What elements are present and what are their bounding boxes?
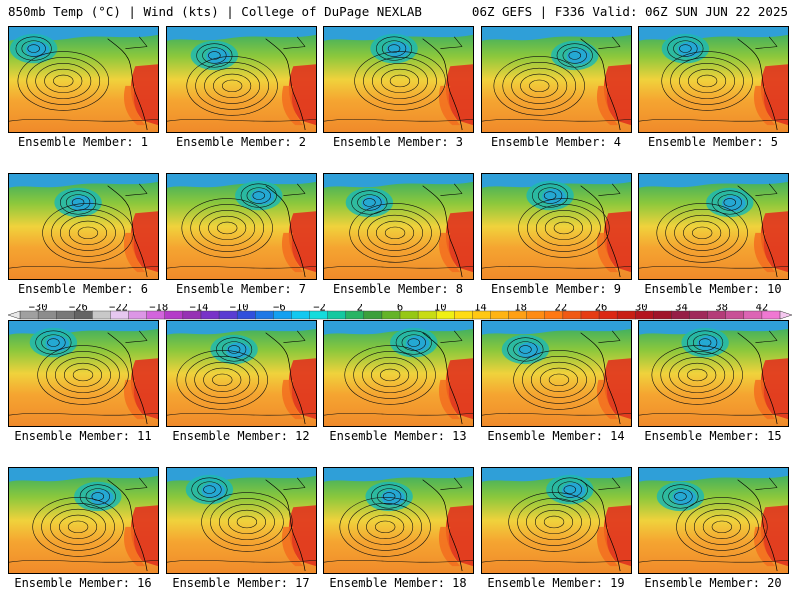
ensemble-member-label: Ensemble Member: 13: [329, 429, 467, 443]
ensemble-member-map: [8, 26, 159, 133]
colorbar-swatch: [291, 310, 311, 320]
colorbar-swatch: [725, 310, 745, 320]
colorbar-tick-label: −18: [149, 304, 168, 314]
ensemble-member-map: [638, 173, 789, 280]
colorbar-swatch: [255, 310, 274, 320]
colorbar-tick-label: −26: [69, 304, 88, 314]
ensemble-member-map: [323, 320, 474, 427]
ensemble-member-label: Ensemble Member: 7: [175, 282, 307, 296]
ensemble-member-label: Ensemble Member: 5: [647, 135, 779, 149]
colorbar-tick-label: −6: [273, 304, 286, 314]
ensemble-member-map: [638, 467, 789, 574]
colorbar-tick-label: −10: [230, 304, 249, 314]
ensemble-member-map: [323, 173, 474, 280]
ensemble-member-map: [481, 467, 632, 574]
ensemble-member-label: Ensemble Member: 4: [490, 135, 622, 149]
ensemble-member-label: Ensemble Member: 6: [17, 282, 149, 296]
ensemble-member-label: Ensemble Member: 2: [175, 135, 307, 149]
ensemble-member-map: [166, 467, 317, 574]
ensemble-member-map: [323, 467, 474, 574]
ensemble-member-label: Ensemble Member: 12: [172, 429, 310, 443]
colorbar-tick-label: 10: [434, 304, 447, 314]
ensemble-member-map: [638, 26, 789, 133]
run-valid-time: 06Z GEFS | F336 Valid: 06Z SUN JUN 22 20…: [471, 4, 788, 19]
colorbar-swatch: [92, 310, 111, 320]
ensemble-member-label: Ensemble Member: 9: [490, 282, 622, 296]
ensemble-member-label: Ensemble Member: 10: [644, 282, 782, 296]
ensemble-member-label: Ensemble Member: 18: [329, 576, 467, 590]
colorbar-tick-label: 26: [595, 304, 608, 314]
colorbar-tick-label: −30: [29, 304, 48, 314]
ensemble-member-map: [481, 173, 632, 280]
colorbar-tick-label: 22: [555, 304, 568, 314]
colorbar-tick-label: 30: [635, 304, 648, 314]
ensemble-member-map: [166, 173, 317, 280]
colorbar-right-arrow: [779, 310, 793, 320]
ensemble-member-map: [481, 320, 632, 427]
colorbar-left-arrow: [7, 310, 21, 320]
ensemble-member-map: [323, 26, 474, 133]
map-title: 850mb Temp (°C) | Wind (kts) | College o…: [8, 4, 422, 19]
ensemble-member-map: [481, 26, 632, 133]
colorbar-swatch: [454, 310, 473, 320]
ensemble-member-map: [8, 467, 159, 574]
ensemble-member-label: Ensemble Member: 3: [332, 135, 464, 149]
colorbar-swatch: [490, 310, 510, 320]
colorbar-tick-label: 2: [357, 304, 363, 314]
ensemble-member-label: Ensemble Member: 14: [487, 429, 625, 443]
colorbar-tick-label: 34: [675, 304, 688, 314]
colorbar-tick-label: 14: [474, 304, 487, 314]
colorbar-swatch: [327, 310, 347, 320]
ensemble-member-label: Ensemble Member: 8: [332, 282, 464, 296]
ensemble-member-map: [8, 173, 159, 280]
colorbar-tick-label: 18: [514, 304, 527, 314]
ensemble-member-map: [8, 320, 159, 427]
ensemble-member-label: Ensemble Member: 20: [644, 576, 782, 590]
colorbar-swatch: [653, 310, 672, 320]
ensemble-member-label: Ensemble Member: 16: [14, 576, 152, 590]
ensemble-member-label: Ensemble Member: 17: [172, 576, 310, 590]
ensemble-member-label: Ensemble Member: 15: [644, 429, 782, 443]
temperature-colorbar: −30 −26 −22 −18 −14 −10 −6 −2 2 6 10 14 18 22 26 30 34 38…: [7, 304, 793, 320]
colorbar-tick-label: −22: [109, 304, 128, 314]
colorbar-tick-label: 42: [756, 304, 769, 314]
ensemble-member-label: Ensemble Member: 1: [17, 135, 149, 149]
ensemble-member-map: [166, 26, 317, 133]
colorbar-tick-label: 6: [397, 304, 403, 314]
colorbar-swatch: [689, 310, 709, 320]
ensemble-member-map: [166, 320, 317, 427]
colorbar-tick-label: −14: [189, 304, 208, 314]
colorbar-swatch: [526, 310, 546, 320]
ensemble-member-map: [638, 320, 789, 427]
colorbar-swatch: [363, 310, 383, 320]
colorbar-swatch: [616, 310, 636, 320]
colorbar-tick-label: −2: [313, 304, 326, 314]
colorbar-swatch: [128, 310, 148, 320]
ensemble-member-label: Ensemble Member: 19: [487, 576, 625, 590]
colorbar-tick-label: 38: [715, 304, 728, 314]
ensemble-member-label: Ensemble Member: 11: [14, 429, 152, 443]
